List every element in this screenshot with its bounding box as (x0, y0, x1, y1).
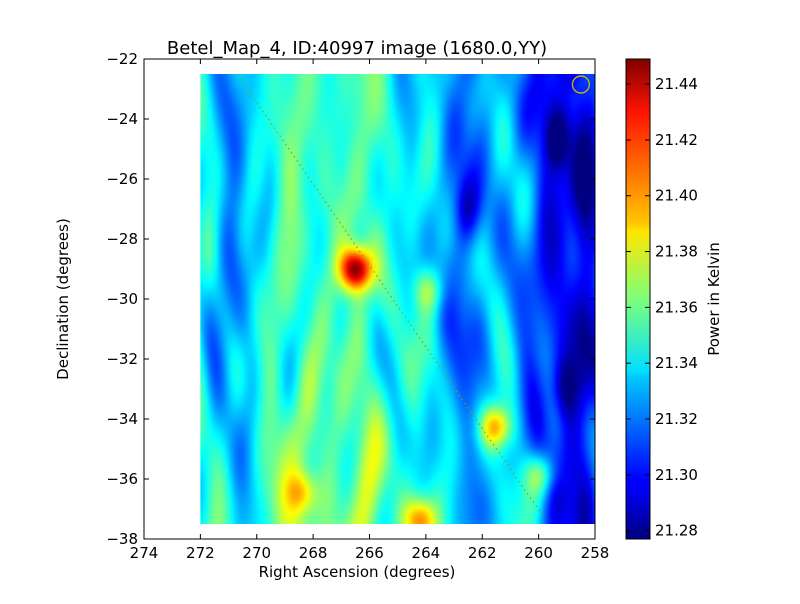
x-tick-label: 274 (130, 544, 159, 562)
colorbar-tick-label: 21.40 (655, 187, 698, 205)
y-tick-label: −24 (106, 110, 138, 128)
colorbar-frame (625, 58, 651, 540)
x-tick-label: 272 (186, 544, 215, 562)
x-tick-label: 262 (468, 544, 497, 562)
x-tick-label: 270 (242, 544, 271, 562)
colorbar-label: Power in Kelvin (705, 242, 723, 356)
y-tick-label: −34 (106, 410, 138, 428)
colorbar-tick-label: 21.38 (655, 243, 698, 261)
colorbar-tick-label: 21.34 (655, 354, 698, 372)
x-tick-label: 260 (524, 544, 553, 562)
x-tick-label: 258 (581, 544, 610, 562)
y-tick-label: −28 (106, 230, 138, 248)
colorbar-tick-label: 21.36 (655, 298, 698, 316)
x-axis-ticks: 274 272 270 268 266 264 262 260 258 (130, 59, 610, 562)
x-tick-label: 268 (299, 544, 328, 562)
colorbar-tick-label: 21.32 (655, 410, 698, 428)
y-tick-label: −22 (106, 50, 138, 68)
heatmap-image (200, 74, 595, 524)
x-tick-label: 264 (412, 544, 441, 562)
beam-marker (571, 75, 591, 94)
x-tick-label: 266 (355, 544, 384, 562)
x-axis-label: Right Ascension (degrees) (259, 563, 456, 581)
y-axis-ticks: −22 −24 −26 −28 −30 −32 −34 −36 −38 (106, 50, 595, 548)
y-tick-label: −38 (106, 530, 138, 548)
y-tick-label: −32 (106, 350, 138, 368)
overlay-layer (236, 74, 591, 519)
colorbar-tick-label: 21.42 (655, 131, 698, 149)
colorbar-tick-label: 21.30 (655, 466, 698, 484)
y-tick-label: −36 (106, 470, 138, 488)
y-tick-label: −26 (106, 170, 138, 188)
chart-title: Betel_Map_4, ID:40997 image (1680.0,YY) (167, 38, 547, 59)
y-axis-label: Declination (degrees) (54, 218, 72, 380)
y-tick-label: −30 (106, 290, 138, 308)
colorbar-ticks: 21.28 21.30 21.32 21.34 21.36 21.38 21.40 21.42… (626, 75, 698, 540)
colorbar-tick-label: 21.44 (655, 75, 698, 93)
colorbar-tick-label: 21.28 (655, 522, 698, 540)
colorbar (626, 59, 650, 539)
